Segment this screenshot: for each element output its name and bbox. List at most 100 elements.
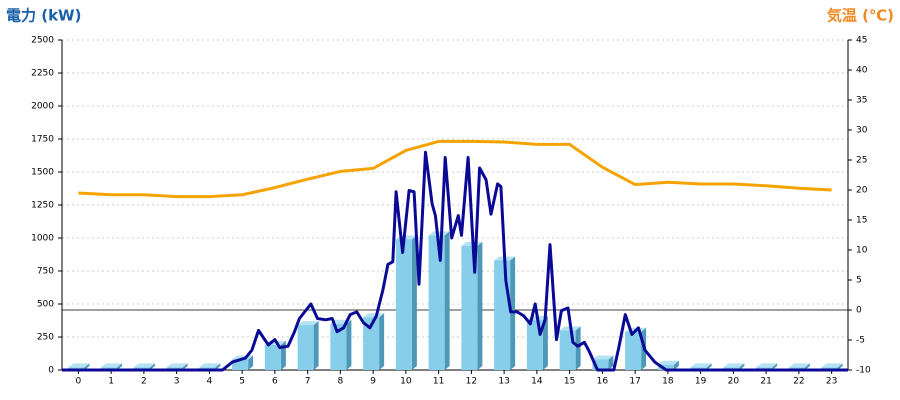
bar bbox=[232, 359, 249, 370]
bar-side bbox=[542, 315, 548, 370]
x-tick-label: 18 bbox=[662, 377, 674, 387]
y-tick-label: 2250 bbox=[31, 69, 54, 79]
y2-tick-label: 25 bbox=[856, 156, 867, 166]
y-tick-label: 1750 bbox=[31, 135, 54, 145]
bar bbox=[494, 260, 511, 370]
x-tick-label: 11 bbox=[433, 377, 444, 387]
bar-top bbox=[821, 363, 843, 368]
bar-side bbox=[804, 363, 810, 370]
bar-top bbox=[199, 363, 221, 368]
y-tick-label: 1000 bbox=[31, 234, 54, 244]
bar-top bbox=[297, 321, 319, 326]
bar-side bbox=[379, 313, 385, 370]
bar-top bbox=[788, 363, 810, 368]
bar bbox=[461, 245, 478, 370]
y2-tick-label: 40 bbox=[856, 66, 868, 76]
x-tick-label: 7 bbox=[305, 377, 311, 387]
power-line bbox=[62, 150, 848, 372]
bar bbox=[428, 235, 445, 370]
bar bbox=[330, 323, 347, 370]
x-tick-label: 10 bbox=[400, 377, 412, 387]
temperature-line bbox=[78, 139, 832, 199]
bar-side bbox=[772, 363, 778, 370]
y-tick-label: 2500 bbox=[31, 36, 54, 46]
x-tick-label: 17 bbox=[629, 377, 640, 387]
bar-side bbox=[117, 363, 123, 370]
bar-side bbox=[215, 363, 221, 370]
bar-side bbox=[608, 355, 614, 370]
bar bbox=[625, 331, 642, 370]
bar-side bbox=[739, 363, 745, 370]
y2-tick-label: 45 bbox=[856, 36, 867, 46]
bar-side bbox=[477, 241, 483, 370]
bar-top bbox=[756, 363, 778, 368]
bar-side bbox=[444, 231, 450, 370]
x-tick-label: 15 bbox=[564, 377, 575, 387]
bar-side bbox=[575, 326, 581, 370]
bar bbox=[264, 344, 281, 370]
x-tick-label: 9 bbox=[370, 377, 376, 387]
bar-side bbox=[182, 363, 188, 370]
bar-side bbox=[84, 363, 90, 370]
bar-top bbox=[363, 313, 385, 318]
bar-top bbox=[657, 360, 679, 365]
x-tick-label: 6 bbox=[272, 377, 278, 387]
y-tick-label: 750 bbox=[37, 267, 54, 277]
x-tick-label: 23 bbox=[826, 377, 837, 387]
y2-tick-label: 35 bbox=[856, 96, 867, 106]
y2-tick-label: 5 bbox=[856, 276, 862, 286]
x-tick-label: 21 bbox=[760, 377, 771, 387]
y2-tick-label: -5 bbox=[856, 336, 865, 346]
bar bbox=[363, 317, 380, 370]
x-tick-label: 0 bbox=[76, 377, 82, 387]
y2-tick-label: -10 bbox=[856, 366, 871, 376]
y-tick-label: 500 bbox=[37, 300, 54, 310]
bar-top bbox=[592, 355, 614, 360]
y-tick-label: 2000 bbox=[31, 102, 54, 112]
x-tick-label: 13 bbox=[498, 377, 509, 387]
x-tick-label: 8 bbox=[338, 377, 344, 387]
bar-side bbox=[313, 321, 319, 370]
bar-top bbox=[166, 363, 188, 368]
y-tick-label: 250 bbox=[37, 333, 54, 343]
y2-tick-label: 0 bbox=[856, 306, 862, 316]
left-axis-title: 電力 (kW) bbox=[6, 7, 81, 25]
bar-top bbox=[133, 363, 155, 368]
right-axis-title: 気温 (℃) bbox=[827, 7, 894, 25]
y-tick-label: 1500 bbox=[31, 168, 54, 178]
bar-top bbox=[68, 363, 90, 368]
bar-side bbox=[149, 363, 155, 370]
bar-top bbox=[428, 231, 450, 236]
y-tick-label: 1250 bbox=[31, 201, 54, 211]
x-tick-label: 16 bbox=[597, 377, 609, 387]
y2-tick-label: 20 bbox=[856, 186, 868, 196]
x-tick-label: 20 bbox=[728, 377, 740, 387]
x-tick-label: 4 bbox=[207, 377, 213, 387]
x-tick-label: 1 bbox=[108, 377, 114, 387]
bar-top bbox=[690, 363, 712, 368]
x-tick-label: 12 bbox=[466, 377, 477, 387]
y-tick-label: 0 bbox=[48, 366, 54, 376]
x-tick-label: 14 bbox=[531, 377, 543, 387]
bar-side bbox=[248, 355, 254, 370]
bar-side bbox=[346, 319, 352, 370]
y2-tick-label: 10 bbox=[856, 246, 868, 256]
bar-side bbox=[411, 235, 417, 370]
x-tick-label: 22 bbox=[793, 377, 804, 387]
x-tick-label: 19 bbox=[695, 377, 707, 387]
x-tick-label: 5 bbox=[239, 377, 245, 387]
x-tick-label: 3 bbox=[174, 377, 180, 387]
bar-side bbox=[706, 363, 712, 370]
bar-side bbox=[673, 360, 679, 370]
bar bbox=[592, 359, 609, 370]
bar bbox=[297, 325, 314, 370]
x-tick-label: 2 bbox=[141, 377, 147, 387]
bar-top bbox=[101, 363, 123, 368]
bar bbox=[395, 239, 412, 370]
bar-side bbox=[837, 363, 843, 370]
y2-tick-label: 30 bbox=[856, 126, 868, 136]
bar bbox=[657, 364, 674, 370]
y2-tick-label: 15 bbox=[856, 216, 867, 226]
bar-top bbox=[723, 363, 745, 368]
